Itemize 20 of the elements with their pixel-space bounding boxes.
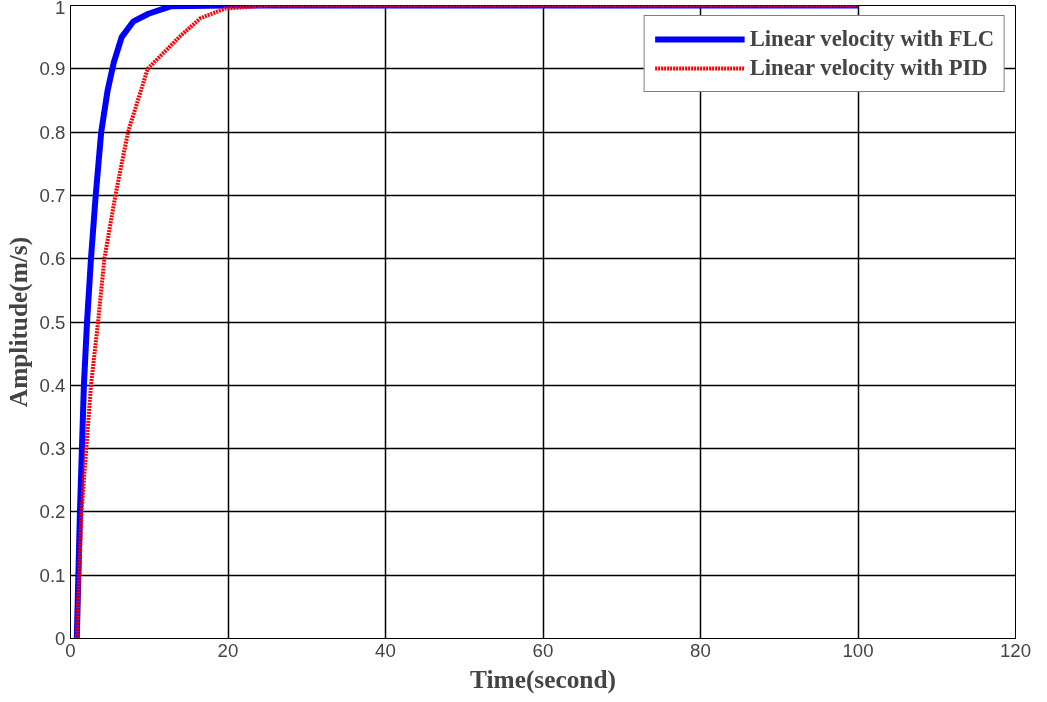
x-tick-label: 80 <box>690 639 711 661</box>
x-axis-title: Time(second) <box>470 664 616 694</box>
y-tick-label: 1 <box>55 0 66 18</box>
y-tick-label: 0.2 <box>39 501 66 523</box>
y-tick-label: 0.6 <box>39 248 66 270</box>
y-tick-label: 0.1 <box>39 564 66 586</box>
legend-label: Linear velocity with FLC <box>749 26 994 52</box>
y-tick-label: 0.4 <box>39 374 66 396</box>
x-tick-label: 100 <box>842 639 874 661</box>
y-tick-label: 0.7 <box>39 184 66 206</box>
y-tick-label: 0.3 <box>39 438 66 460</box>
x-tick-label: 120 <box>999 639 1032 661</box>
x-tick-label: 40 <box>375 639 396 661</box>
legend-label: Linear velocity with PID <box>749 55 988 81</box>
x-tick-label: 60 <box>532 639 554 661</box>
y-tick-label: 0.9 <box>39 58 66 80</box>
x-tick-label: 20 <box>217 639 239 661</box>
y-tick-label: 0.5 <box>39 311 66 333</box>
y-tick-label: 0.8 <box>39 121 66 143</box>
y-axis-title: Amplitude(m/s) <box>3 236 33 408</box>
